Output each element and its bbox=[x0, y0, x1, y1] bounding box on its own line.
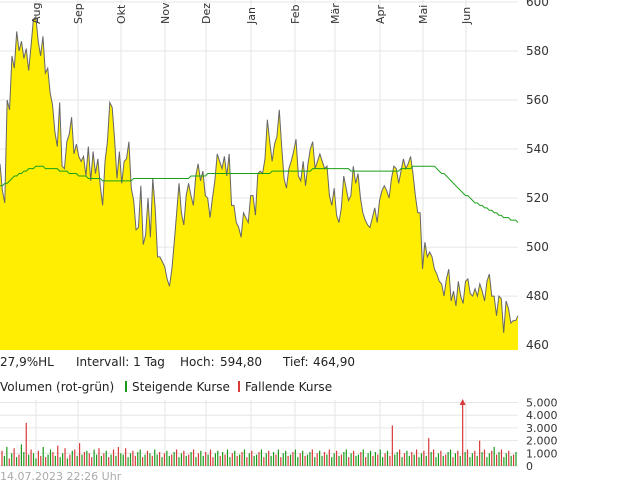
month-label: Mär bbox=[329, 3, 342, 24]
month-label: Feb bbox=[289, 5, 302, 24]
low-value: 464,90 bbox=[313, 355, 355, 369]
volume-title: Volumen (rot-grün) bbox=[0, 380, 115, 394]
month-label: Mai bbox=[417, 5, 430, 24]
moving-average-line bbox=[0, 165, 519, 223]
price-tick-label: 480 bbox=[526, 289, 549, 303]
volume-bars bbox=[1, 399, 517, 466]
volume-tick-label: 5.000 bbox=[526, 397, 558, 410]
price-area bbox=[0, 15, 519, 350]
price-tick-label: 500 bbox=[526, 240, 549, 254]
timestamp: 14.07.2023 22:26 Uhr bbox=[0, 470, 122, 483]
falling-marker-icon bbox=[238, 381, 240, 392]
month-label: Apr bbox=[374, 4, 387, 24]
month-label: Aug bbox=[30, 3, 43, 24]
volume-tick-label: 2.000 bbox=[526, 435, 558, 448]
high-label: Hoch: bbox=[180, 355, 215, 369]
legend-falling: Fallende Kurse bbox=[238, 380, 332, 394]
price-tick-label: 600 bbox=[526, 0, 549, 9]
interval-label: Intervall: 1 Tag bbox=[76, 355, 165, 369]
month-label: Okt bbox=[115, 4, 128, 24]
legend-rising: Steigende Kurse bbox=[125, 380, 230, 394]
legend-falling-label: Fallende Kurse bbox=[245, 380, 333, 394]
month-labels: Aug Sep Okt Nov Dez Jan Feb Mär Apr Mai Jun bbox=[30, 2, 473, 25]
price-tick-label: 540 bbox=[526, 142, 549, 156]
volume-tick-label: 1.000 bbox=[526, 447, 558, 460]
month-label: Sep bbox=[72, 3, 85, 24]
price-tick-label: 560 bbox=[526, 93, 549, 107]
rising-marker-icon bbox=[125, 381, 127, 392]
month-label: Dez bbox=[200, 3, 213, 24]
hl-range: 27,9%HL bbox=[0, 355, 54, 369]
high-value: 594,80 bbox=[220, 355, 262, 369]
volume-tick-label: 0 bbox=[526, 460, 533, 473]
month-label: Jan bbox=[245, 7, 258, 25]
price-tick-label: 580 bbox=[526, 44, 549, 58]
price-area-fill bbox=[0, 16, 518, 350]
month-label: Jun bbox=[460, 7, 473, 25]
volume-overflow-arrow-icon bbox=[459, 399, 466, 405]
moving-average bbox=[0, 165, 519, 223]
volume-tick-label: 3.000 bbox=[526, 422, 558, 435]
low-label: Tief: bbox=[283, 355, 309, 369]
volume-tick-label: 4.000 bbox=[526, 409, 558, 422]
legend-rising-label: Steigende Kurse bbox=[132, 380, 230, 394]
price-tick-label: 520 bbox=[526, 191, 549, 205]
price-line bbox=[0, 15, 519, 333]
price-axis-labels: 460 480 500 520 540 560 580 600 bbox=[526, 0, 549, 352]
price-tick-label: 460 bbox=[526, 338, 549, 352]
month-label: Nov bbox=[159, 2, 172, 24]
